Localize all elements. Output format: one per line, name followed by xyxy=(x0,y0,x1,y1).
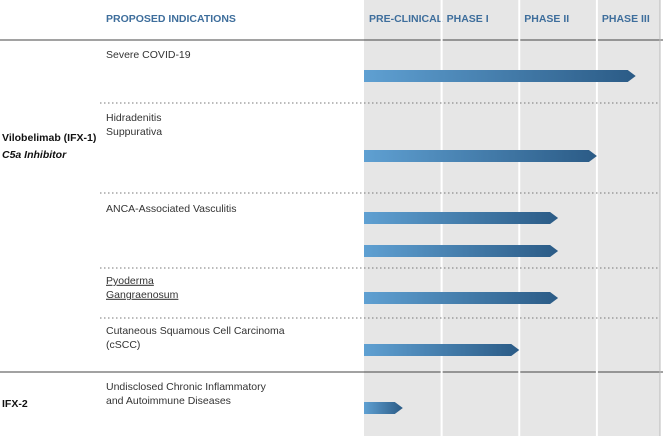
column-header: PROPOSED INDICATIONS xyxy=(106,13,236,25)
phase-bar xyxy=(364,245,559,257)
indication-label: Undisclosed Chronic Inflammatory xyxy=(106,381,267,393)
drug-class: C5a Inhibitor xyxy=(2,149,67,161)
phase-bar xyxy=(364,150,597,162)
indication-label: and Autoimmune Diseases xyxy=(106,395,231,407)
drug-name: IFX-2 xyxy=(2,398,28,410)
phase-label: PHASE III xyxy=(602,13,650,25)
indication-label: Cutaneous Squamous Cell Carcinoma xyxy=(106,325,285,337)
phase-label: PHASE I xyxy=(447,13,489,25)
indication-label: Pyoderma xyxy=(106,275,154,287)
indication-label: Severe COVID-19 xyxy=(106,49,191,61)
phase-label: PRE-CLINICAL xyxy=(369,13,444,25)
indication-label: (cSCC) xyxy=(106,339,140,351)
phase-bar xyxy=(364,70,636,82)
drug-name: Vilobelimab (IFX-1) xyxy=(2,132,96,144)
phase-bar xyxy=(364,402,403,414)
indication-label: Gangraenosum xyxy=(106,289,179,301)
phase-bar xyxy=(364,292,559,304)
indication-label: ANCA-Associated Vasculitis xyxy=(106,203,237,215)
phase-label: PHASE II xyxy=(524,13,569,25)
indication-label: Suppurativa xyxy=(106,126,162,138)
indication-label: Hidradenitis xyxy=(106,112,161,124)
phase-bar xyxy=(364,344,520,356)
phase-bar xyxy=(364,212,559,224)
